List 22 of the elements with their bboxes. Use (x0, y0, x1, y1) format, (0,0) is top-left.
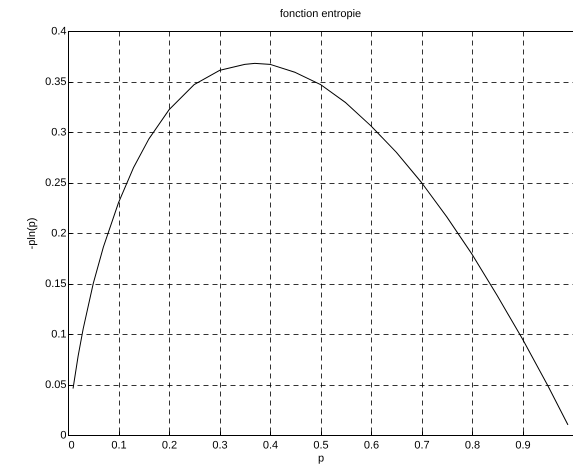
y-tick-label: 0.2 (51, 228, 66, 240)
x-tick-label: 0.3 (212, 440, 228, 452)
x-tick-label: 0.7 (414, 440, 430, 452)
y-tick-label: 0 (60, 430, 66, 442)
y-tick-label: 0.35 (45, 76, 66, 88)
y-tick-label: 0.1 (51, 328, 66, 340)
x-tick-label: 0.4 (262, 440, 278, 452)
x-tick-label: 0.9 (515, 440, 531, 452)
x-tick-label: 0 (68, 440, 75, 452)
x-tick-label: 0.8 (464, 440, 480, 452)
x-tick-label: 0.1 (111, 440, 127, 452)
y-tick-label: 0.15 (45, 278, 66, 290)
x-tick-label: 0.5 (313, 440, 329, 452)
x-tick-label: 0.2 (162, 440, 178, 452)
x-axis-title: p (318, 452, 324, 464)
y-tick-label: 0.25 (45, 177, 66, 189)
x-tick-label: 0.6 (364, 440, 380, 452)
chart-title: fonction entropie (280, 8, 362, 20)
y-axis-title: -pln(p) (26, 218, 38, 250)
y-tick-label: 0.05 (45, 379, 66, 391)
y-tick-label: 0.4 (51, 26, 66, 38)
y-tick-label: 0.3 (51, 126, 66, 138)
